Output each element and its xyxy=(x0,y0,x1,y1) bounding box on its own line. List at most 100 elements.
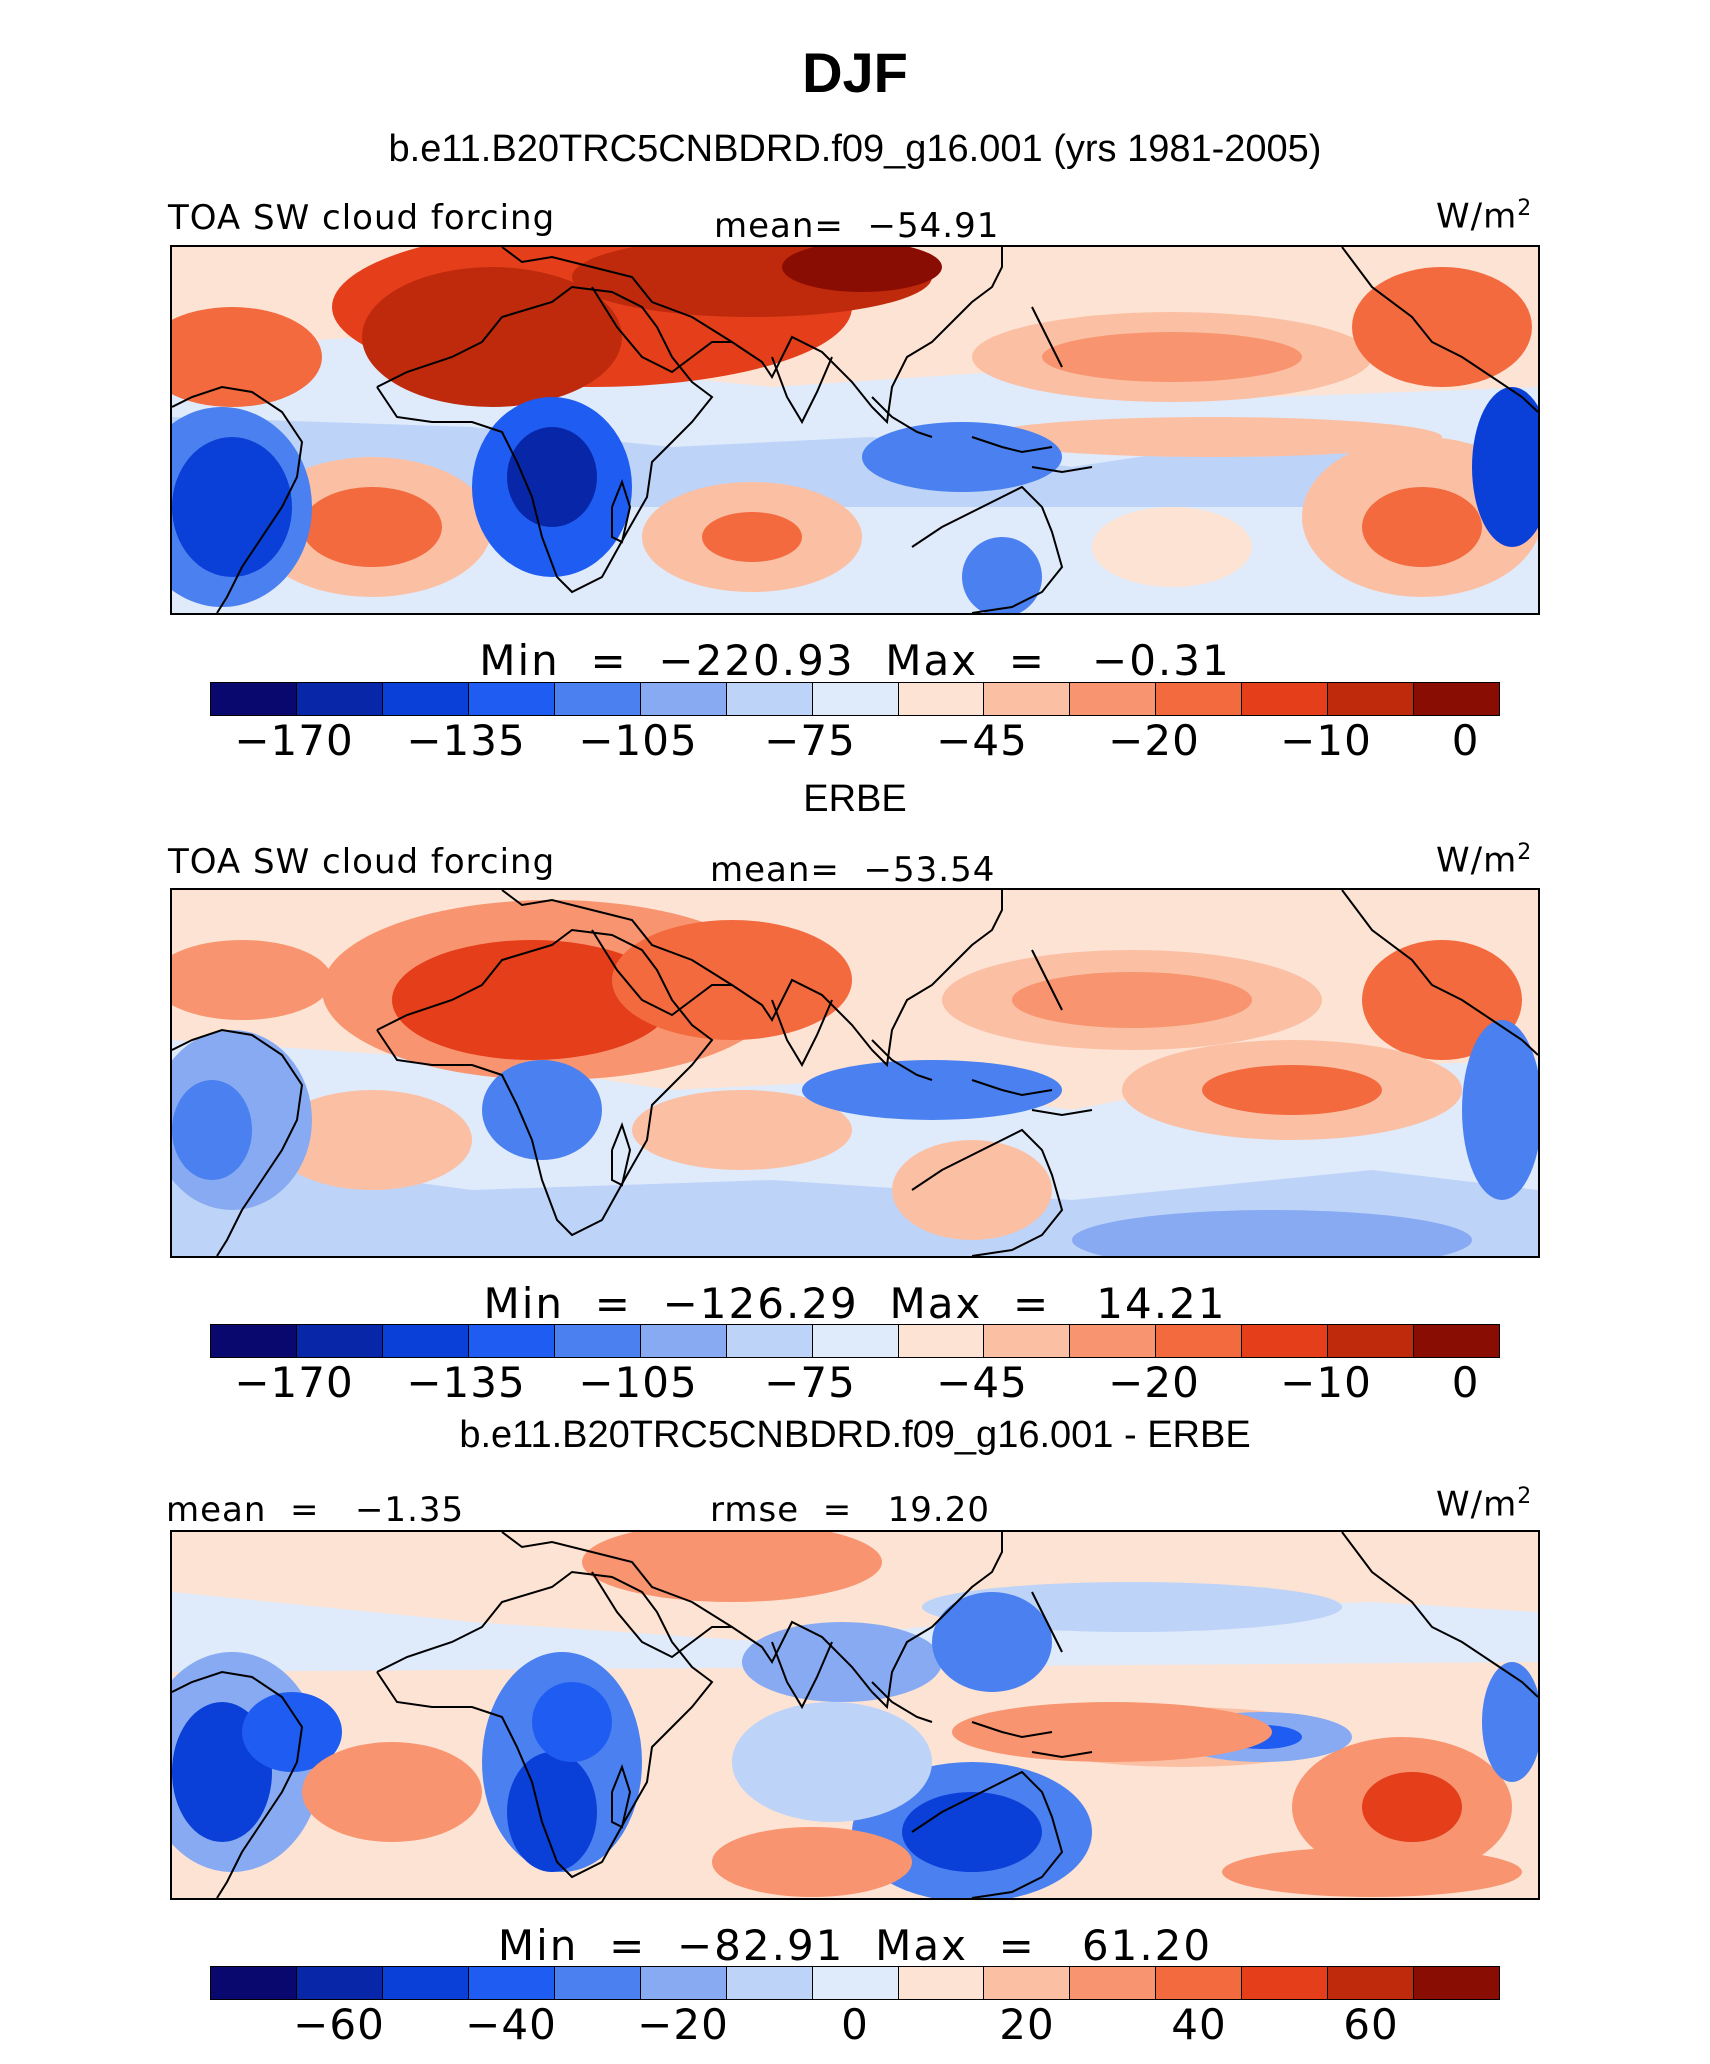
coastline xyxy=(1341,1532,1538,1698)
colorbar-box xyxy=(726,1325,813,1357)
colorbar-tick-label: 60 xyxy=(1343,2000,1399,2049)
colorbar-box xyxy=(554,683,641,715)
colorbar-box xyxy=(211,1325,297,1357)
contour-region xyxy=(302,1742,482,1842)
colorbar-tick-label: −45 xyxy=(936,716,1028,765)
contour-region xyxy=(582,1532,882,1602)
contour-region xyxy=(1362,940,1522,1060)
contour-region xyxy=(1362,1772,1462,1842)
colorbar-box xyxy=(984,1967,1071,1999)
coastline xyxy=(611,479,632,544)
panel-2-minmax: Min = −126.29 Max = 14.21 xyxy=(483,1279,1227,1328)
colorbar-box xyxy=(1242,1325,1329,1357)
colorbar-tick-label: −170 xyxy=(234,1358,354,1407)
coastline xyxy=(591,1571,732,1659)
coastline xyxy=(172,385,304,613)
panel-1-title: b.e11.B20TRC5CNBDRD.f09_g16.001 (yrs 198… xyxy=(388,128,1322,170)
contour-region xyxy=(392,940,672,1060)
panel-3-unit-label: W/m2 xyxy=(1436,1484,1533,1525)
coastline xyxy=(1031,1591,1063,1653)
colorbar-tick-label: −105 xyxy=(578,1358,698,1407)
coastline xyxy=(1341,890,1538,1056)
coastline xyxy=(501,1532,1003,1710)
contour-region xyxy=(1222,1847,1522,1897)
panel-2-variable-label: TOA SW cloud forcing xyxy=(168,842,556,882)
coastline xyxy=(911,485,1064,613)
colorbar-box xyxy=(726,1967,813,1999)
contour-region xyxy=(712,1827,912,1897)
contour-region xyxy=(172,1080,252,1180)
colorbar-tick-label: −135 xyxy=(406,1358,526,1407)
contour-region xyxy=(532,1682,612,1762)
colorbar-box xyxy=(382,1967,469,1999)
contour-region xyxy=(507,1752,597,1872)
colorbar-box xyxy=(1242,1967,1329,1999)
contour-region xyxy=(1472,387,1538,547)
panel-3-map xyxy=(170,1530,1540,1900)
contour-region xyxy=(802,1060,1062,1120)
contour-region xyxy=(702,512,802,562)
contour-region xyxy=(1362,487,1482,567)
contour-region xyxy=(482,1060,602,1160)
colorbar-tick-label: 0 xyxy=(841,2000,869,2049)
colorbar-tick-label: −45 xyxy=(936,1358,1028,1407)
coastline xyxy=(1341,247,1538,413)
contour-region xyxy=(172,437,292,577)
panel-3-rmse-label: rmse = 19.20 xyxy=(710,1490,990,1530)
colorbar-tick-label: −20 xyxy=(1108,1358,1200,1407)
coastline xyxy=(172,1028,304,1256)
contour-region xyxy=(892,1140,1052,1240)
coastline xyxy=(172,1670,304,1898)
colorbar-tick-label: −75 xyxy=(764,716,856,765)
coastline xyxy=(871,396,933,438)
colorbar-box xyxy=(1070,1325,1157,1357)
colorbar-tick-label: 0 xyxy=(1451,1358,1480,1407)
colorbar-box xyxy=(468,683,555,715)
panel-1-colorbar xyxy=(210,682,1500,716)
contour-region xyxy=(742,1622,942,1702)
colorbar-tick-label: −105 xyxy=(578,716,698,765)
coastline xyxy=(771,356,833,425)
coastline xyxy=(871,1681,933,1723)
contour-region xyxy=(612,920,852,1040)
colorbar-box xyxy=(726,683,813,715)
panel-2-unit-label: W/m2 xyxy=(1436,840,1533,881)
coastline xyxy=(1031,1751,1093,1759)
colorbar-box xyxy=(468,1325,555,1357)
contour-region xyxy=(932,1592,1052,1692)
coastline xyxy=(1031,466,1093,474)
coastline xyxy=(501,890,1003,1068)
colorbar-tick-label: −20 xyxy=(637,2000,729,2049)
colorbar-box xyxy=(1328,683,1415,715)
coastline xyxy=(1031,1109,1093,1117)
coastline xyxy=(971,1079,1053,1097)
colorbar-tick-label: −20 xyxy=(1108,716,1200,765)
contour-region xyxy=(782,247,942,292)
contour-region xyxy=(172,940,332,1020)
contour-region xyxy=(632,1090,852,1170)
contour-region xyxy=(962,537,1042,613)
colorbar-tick-label: 40 xyxy=(1171,2000,1227,2049)
figure-title: DJF xyxy=(802,41,908,104)
coastline xyxy=(871,1039,933,1081)
colorbar-box xyxy=(1414,683,1500,715)
colorbar-box xyxy=(211,683,297,715)
colorbar-box xyxy=(296,683,383,715)
panel-1-minmax: Min = −220.93 Max = −0.31 xyxy=(479,636,1231,685)
colorbar-box xyxy=(382,1325,469,1357)
colorbar-box xyxy=(296,1967,383,1999)
coastline xyxy=(611,1122,632,1187)
colorbar-box xyxy=(1414,1967,1500,1999)
colorbar-box xyxy=(1328,1967,1415,1999)
contour-region xyxy=(507,427,597,527)
colorbar-box xyxy=(812,683,899,715)
colorbar-box xyxy=(812,1967,899,1999)
contour-region xyxy=(1012,972,1252,1028)
panel-2-colorbar xyxy=(210,1324,1500,1358)
colorbar-box xyxy=(1328,1325,1415,1357)
colorbar-tick-label: 0 xyxy=(1451,716,1480,765)
colorbar-box xyxy=(984,1325,1071,1357)
panel-1-mean-label: mean= −54.91 xyxy=(714,206,1000,246)
coastline xyxy=(376,928,714,1237)
contour-region xyxy=(1462,1020,1538,1200)
